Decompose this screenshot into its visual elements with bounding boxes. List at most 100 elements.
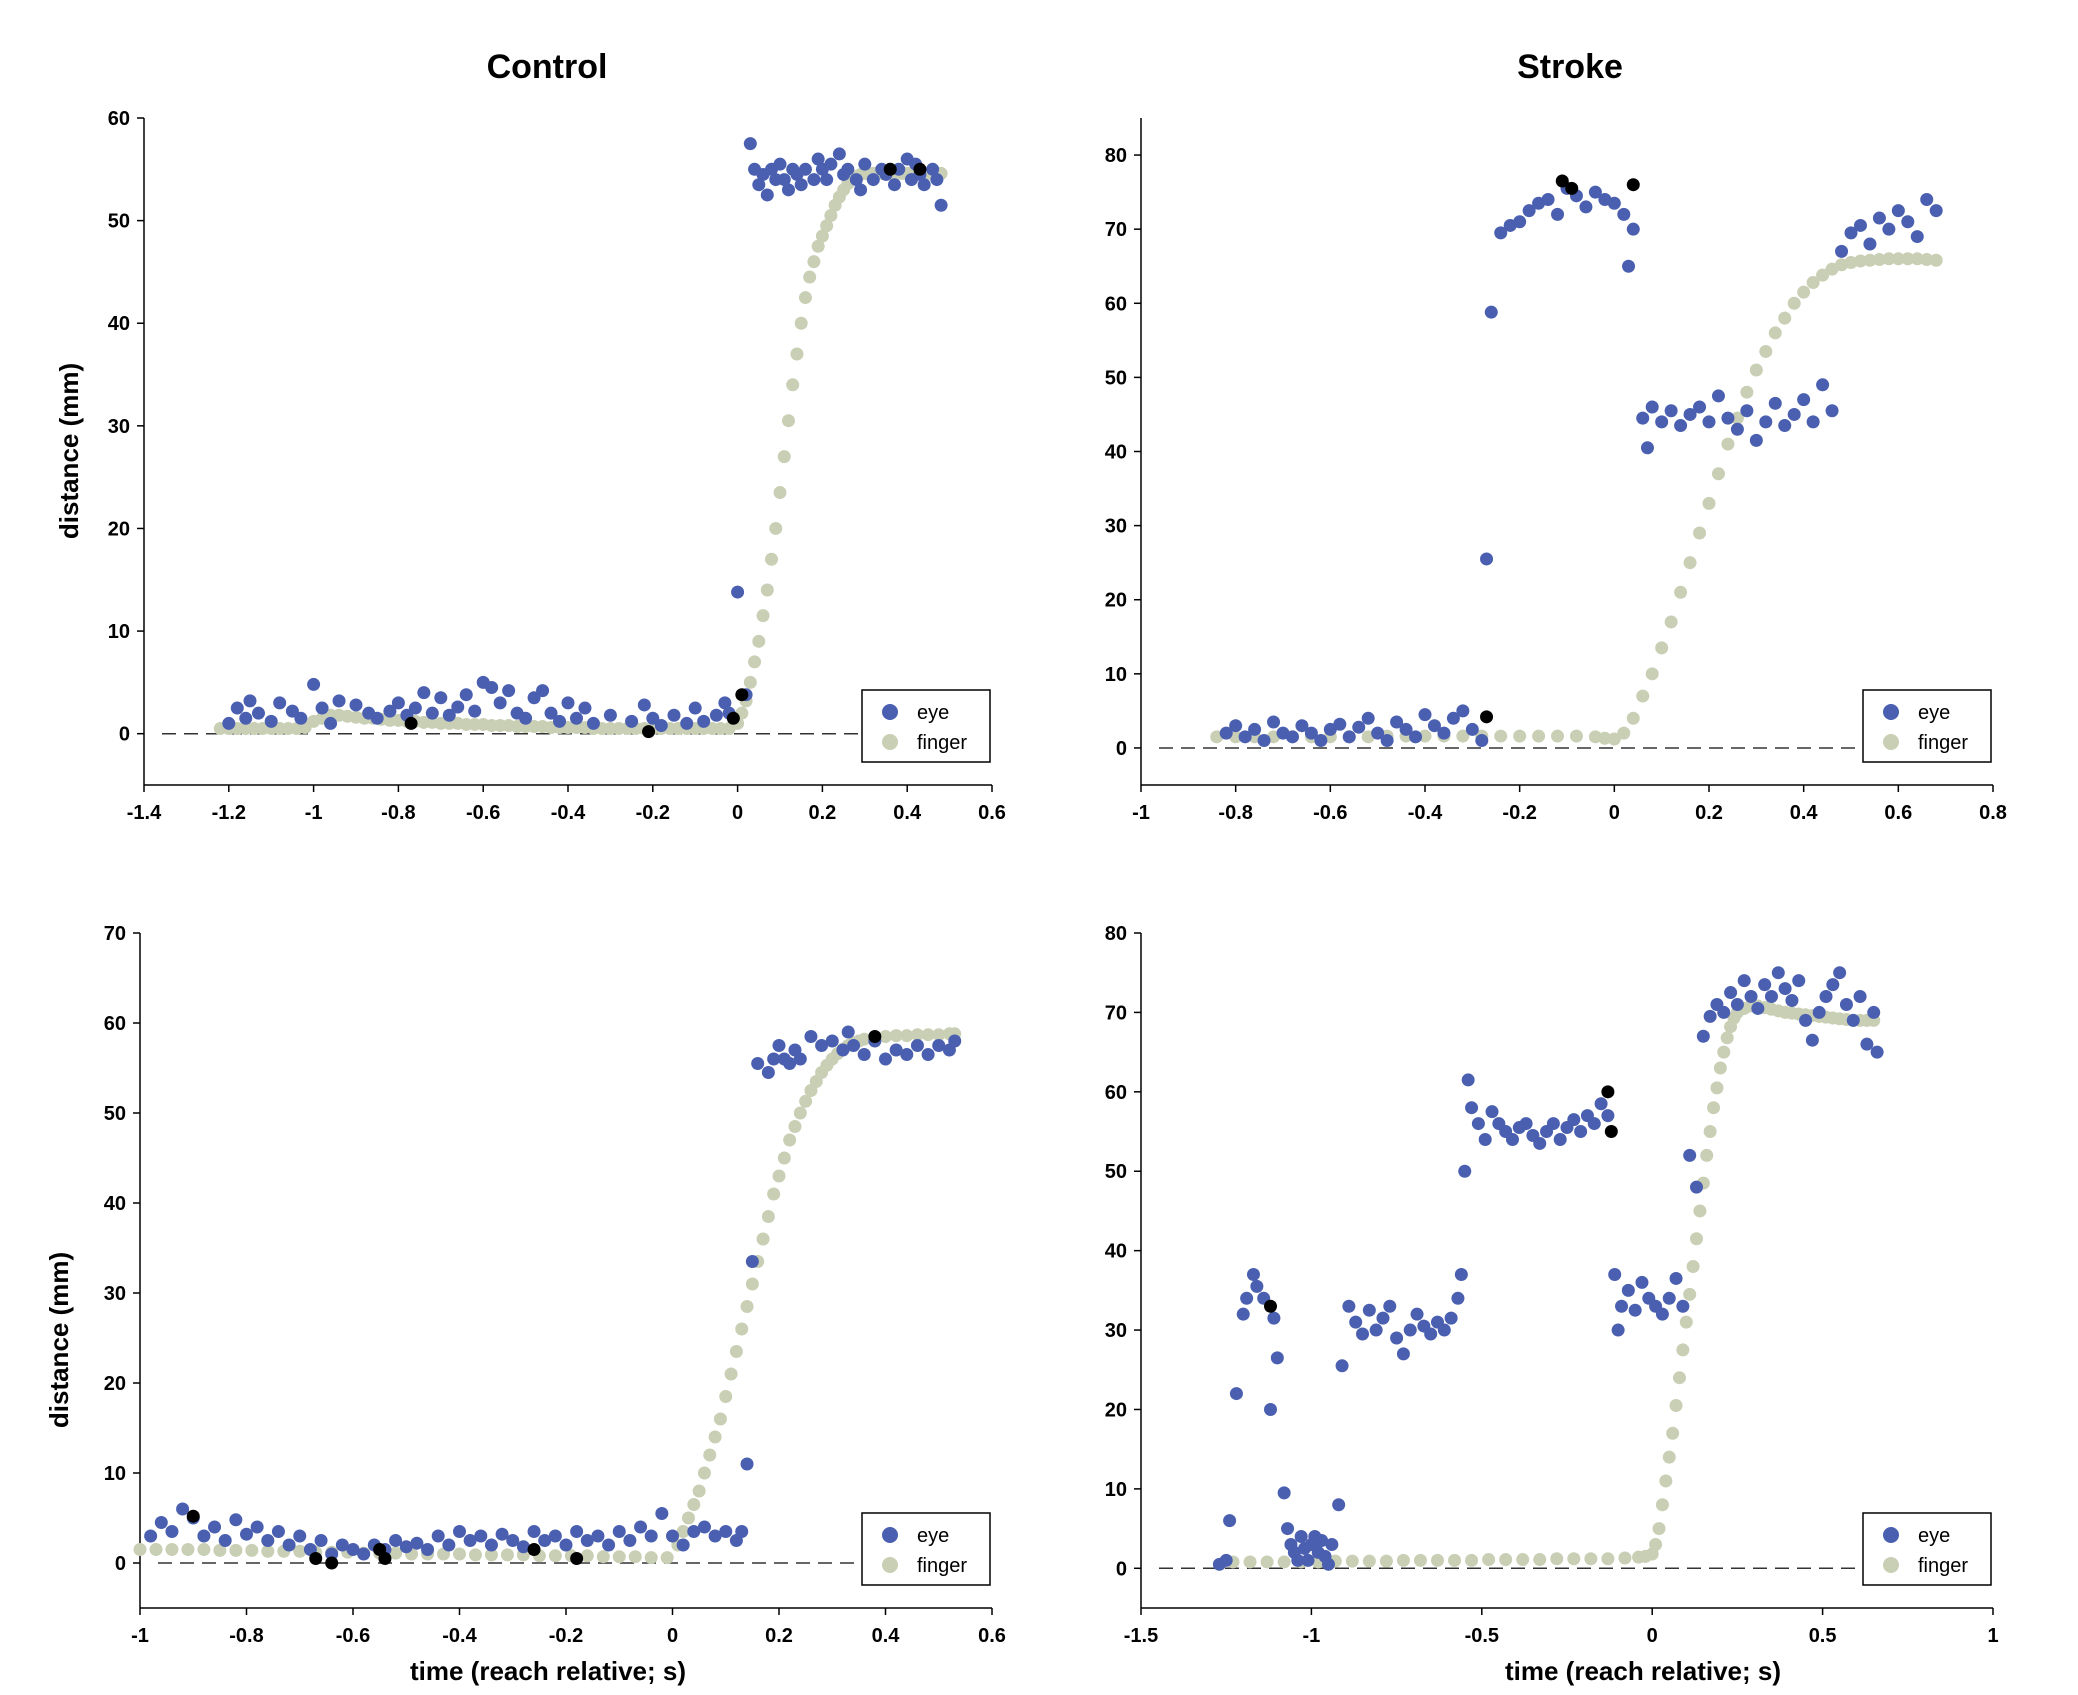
legend: eye finger	[1862, 689, 1992, 763]
finger-point	[1721, 437, 1735, 451]
eye-point	[399, 1540, 413, 1554]
legend-finger-label: finger	[917, 1555, 967, 1577]
eye-point	[1333, 717, 1347, 731]
y-tick-label: 60	[104, 1013, 126, 1035]
eye-point	[1693, 400, 1707, 414]
x-tick-label: 0	[1609, 802, 1620, 824]
eye-point	[493, 696, 507, 710]
eye-point	[1611, 1323, 1625, 1337]
eye-point	[1683, 407, 1697, 421]
eye-point	[391, 696, 405, 710]
eye-point	[634, 1520, 648, 1534]
legend: eye finger	[861, 1512, 991, 1586]
legend-finger-marker	[882, 1557, 898, 1573]
finger-point	[756, 609, 770, 623]
eye-point	[1362, 1303, 1376, 1317]
eye-point	[798, 162, 812, 176]
eye-point	[767, 1052, 781, 1066]
eye-point	[370, 711, 384, 725]
eye-point	[804, 1030, 818, 1043]
finger-point	[596, 1550, 610, 1564]
eye-point	[1484, 305, 1498, 319]
y-axis-label: distance (mm)	[54, 363, 84, 539]
eye-point	[841, 1025, 855, 1039]
eye-point	[1744, 990, 1758, 1004]
eye-point	[1390, 1331, 1404, 1345]
black-point	[186, 1509, 200, 1523]
eye-point	[1513, 215, 1527, 229]
eye-point	[1730, 422, 1744, 436]
eye-point	[325, 1547, 339, 1561]
eye-point	[1635, 1275, 1649, 1289]
eye-point	[1758, 978, 1772, 992]
finger-point	[692, 1484, 706, 1498]
black-point	[325, 1556, 339, 1570]
eye-point	[815, 1039, 829, 1052]
panel-control-bottom: -1 -0.8 -0.6 -0.4 -0.2 0 0.2 0.4 0.6 0 10 20 30 40 50 6…	[44, 923, 1006, 1686]
finger-point	[1617, 726, 1631, 740]
eye-point	[1342, 730, 1356, 744]
finger-point	[1713, 1061, 1727, 1075]
legend-eye-marker	[882, 704, 898, 720]
x-tick-label: 0.4	[893, 802, 922, 824]
eye-point	[948, 1034, 962, 1048]
eye-point	[1787, 407, 1801, 421]
eye-point	[1640, 441, 1654, 455]
eye-point	[760, 188, 774, 202]
eye-point	[1702, 415, 1716, 429]
eye-point	[357, 1547, 371, 1561]
finger-point	[1920, 253, 1934, 267]
eye-point	[332, 694, 346, 708]
eye-point	[208, 1520, 222, 1534]
eye-point	[1622, 259, 1636, 273]
eye-point	[1901, 215, 1915, 229]
eye-point	[1579, 200, 1593, 214]
black-point	[883, 162, 897, 176]
eye-point	[1314, 734, 1328, 748]
eye-point	[1456, 704, 1470, 718]
x-tick-label: -0.6	[1313, 802, 1347, 824]
eye-point	[1676, 1299, 1690, 1313]
eye-point	[1383, 1299, 1397, 1313]
finger-point	[1910, 252, 1924, 266]
eye-point	[793, 1052, 807, 1066]
eye-point	[1285, 730, 1299, 744]
eye-point	[1376, 1311, 1390, 1325]
eye-point	[1352, 720, 1366, 734]
eye-point	[1321, 1557, 1335, 1571]
eye-point	[1617, 207, 1631, 221]
eye-point	[735, 1525, 749, 1538]
x-tick-label: 1	[1987, 1625, 1998, 1647]
eye-point	[434, 691, 448, 705]
eye-point	[240, 1527, 253, 1541]
finger-point	[1669, 1399, 1683, 1412]
eye-point	[459, 688, 473, 702]
eye-point	[1461, 1073, 1475, 1087]
finger-point	[777, 1151, 791, 1165]
finger-point	[767, 1187, 781, 1201]
finger-point	[1759, 344, 1773, 358]
x-tick-label: -0.2	[1502, 802, 1536, 824]
eye-point	[807, 173, 821, 187]
eye-point	[1380, 734, 1394, 748]
eye-point	[229, 1513, 243, 1527]
eye-point	[1759, 415, 1773, 429]
y-tick-label: 0	[1116, 1558, 1127, 1580]
legend-eye-marker	[1883, 1527, 1899, 1543]
finger-point	[760, 583, 774, 597]
finger-point	[781, 414, 795, 428]
eye-point	[197, 1529, 211, 1543]
eye-point	[502, 684, 516, 698]
eye-point	[847, 1039, 861, 1052]
finger-point	[1717, 1045, 1731, 1059]
finger-point	[777, 450, 791, 464]
eye-point	[1764, 990, 1778, 1004]
finger-point	[1345, 1554, 1359, 1568]
eye-point	[1711, 389, 1725, 403]
eye-point	[1250, 1279, 1264, 1293]
finger-point	[756, 1232, 770, 1246]
y-tick-label: 10	[1105, 1479, 1127, 1501]
eye-point	[1655, 415, 1669, 429]
eye-point	[777, 173, 791, 187]
